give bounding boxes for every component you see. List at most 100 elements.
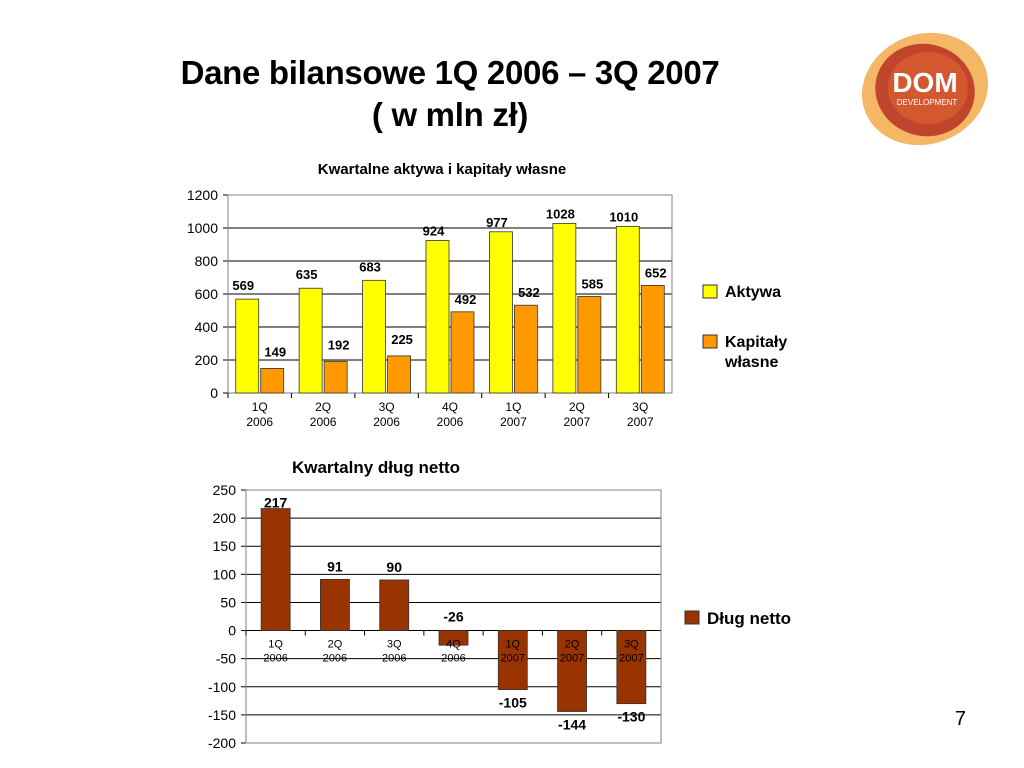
data-label: 635 — [296, 267, 318, 282]
data-label: 225 — [391, 332, 413, 347]
bar-aktywa — [552, 222, 577, 394]
bar-dlug-netto — [616, 630, 647, 705]
bar-dlug-netto — [497, 630, 528, 690]
chart-net-debt: Kwartalny dług netto -200 -150 -100 -50 0 50 10… — [208, 458, 791, 751]
bar-kapitaly — [640, 285, 665, 394]
legend-label-dlug-netto: Dług netto — [707, 609, 791, 628]
data-label: 585 — [582, 276, 604, 291]
slide-title: Dane bilansowe 1Q 2006 – 3Q 2007 ( w mln… — [100, 52, 800, 136]
data-label: 91 — [327, 558, 343, 574]
y-tick-label: 250 — [213, 482, 237, 498]
x-tick-label-year: 2006 — [310, 415, 337, 429]
data-label: 924 — [423, 224, 445, 239]
data-label: 90 — [386, 559, 402, 575]
x-tick-label-year: 2006 — [437, 415, 464, 429]
x-tick-label-year: 2007 — [500, 415, 527, 429]
title-line-1: Dane bilansowe 1Q 2006 – 3Q 2007 — [180, 54, 720, 91]
bar-aktywa — [489, 231, 513, 394]
bar-kapitaly — [387, 355, 411, 394]
bar-kapitaly — [577, 296, 602, 394]
x-tick-label-year: 2006 — [441, 653, 465, 665]
y-tick-label: -100 — [208, 679, 236, 695]
bar-dlug-netto — [260, 508, 291, 631]
y-tick-label: 400 — [195, 319, 219, 335]
x-tick-label-quarter: 2Q — [569, 400, 585, 414]
plot-area — [227, 194, 673, 394]
x-tick-label-year: 2006 — [323, 653, 347, 665]
data-label: 149 — [264, 344, 286, 359]
y-tick-label: -150 — [208, 707, 236, 723]
y-tick-label: 0 — [228, 623, 236, 639]
x-tick-label-quarter: 1Q — [268, 639, 283, 651]
x-tick-label-quarter: 2Q — [565, 639, 580, 651]
x-tick-label-quarter: 4Q — [442, 400, 458, 414]
plot-area — [245, 489, 662, 744]
bar-dlug-netto — [557, 630, 587, 712]
dom-development-logo: DOM DEVELOPMENT — [861, 32, 989, 146]
y-tick-label: 200 — [195, 352, 219, 368]
y-tick-label: 600 — [195, 286, 219, 302]
y-tick-label: 800 — [195, 253, 219, 269]
data-label: 217 — [264, 495, 288, 511]
y-tick-label: 200 — [213, 510, 237, 526]
x-tick-label-quarter: 1Q — [505, 639, 520, 651]
x-tick-label-quarter: 3Q — [632, 400, 648, 414]
x-tick-label-year: 2006 — [263, 653, 287, 665]
data-label: 1028 — [546, 206, 575, 221]
x-tick-label-quarter: 1Q — [505, 400, 521, 414]
title-line-2: ( w mln zł) — [371, 96, 529, 133]
x-tick-label-year: 2007 — [627, 415, 654, 429]
x-tick-label-quarter: 3Q — [387, 639, 402, 651]
y-tick-label: 1200 — [187, 187, 218, 203]
data-label: -26 — [443, 609, 463, 625]
y-tick-label: 150 — [213, 538, 237, 554]
data-label: 652 — [645, 265, 667, 280]
y-tick-label: -50 — [216, 651, 236, 667]
x-tick-label-year: 2007 — [560, 653, 584, 665]
x-tick-label-year: 2007 — [564, 415, 591, 429]
legend-swatch-aktywa — [702, 284, 718, 299]
bar-kapitaly — [450, 311, 475, 394]
bar-aktywa — [615, 225, 640, 394]
y-tick-label: 0 — [210, 385, 218, 401]
bar-kapitaly — [514, 304, 538, 394]
x-tick-label-year: 2006 — [246, 415, 273, 429]
legend-label-kapitaly-line2: własne — [724, 354, 778, 371]
x-tick-label-year: 2006 — [373, 415, 400, 429]
y-tick-label: 1000 — [187, 220, 218, 236]
chart-title: Kwartalne aktywa i kapitały własne — [318, 161, 566, 178]
x-tick-label-quarter: 2Q — [315, 400, 331, 414]
y-tick-label: 50 — [220, 594, 236, 610]
bar-dlug-netto — [379, 579, 410, 631]
bar-aktywa — [235, 298, 260, 394]
bar-aktywa — [298, 287, 323, 394]
data-label: -144 — [558, 717, 586, 733]
bar-kapitaly — [260, 368, 285, 394]
x-tick-label-year: 2007 — [619, 653, 643, 665]
data-label: 192 — [328, 337, 350, 352]
x-tick-label-quarter: 3Q — [624, 639, 639, 651]
legend-label-kapitaly-line1: Kapitały — [725, 334, 787, 351]
logo-text-sub: DEVELOPMENT — [897, 98, 958, 107]
bar-kapitaly — [323, 360, 348, 394]
data-label: 977 — [486, 215, 508, 230]
bar-aktywa — [362, 279, 386, 394]
chart-title: Kwartalny dług netto — [292, 458, 460, 477]
chart-assets-equity: Kwartalne aktywa i kapitały własne 0 200 40… — [187, 161, 788, 429]
data-label: 569 — [232, 278, 254, 293]
y-tick-label: -200 — [208, 735, 236, 751]
page-number: 7 — [954, 708, 966, 730]
data-label: 1010 — [609, 209, 638, 224]
logo-text-main: DOM — [892, 67, 957, 98]
bar-dlug-netto — [438, 630, 469, 646]
x-tick-label-quarter: 3Q — [379, 400, 395, 414]
x-tick-label-year: 2006 — [382, 653, 406, 665]
legend-swatch-kapitaly — [702, 334, 718, 349]
x-tick-label-year: 2007 — [501, 653, 525, 665]
data-label: -130 — [617, 709, 645, 725]
bar-dlug-netto — [320, 578, 350, 631]
legend-swatch-dlug-netto — [684, 610, 700, 625]
data-label: 492 — [455, 292, 477, 307]
data-label: -105 — [499, 695, 527, 711]
x-tick-label-quarter: 2Q — [328, 639, 343, 651]
